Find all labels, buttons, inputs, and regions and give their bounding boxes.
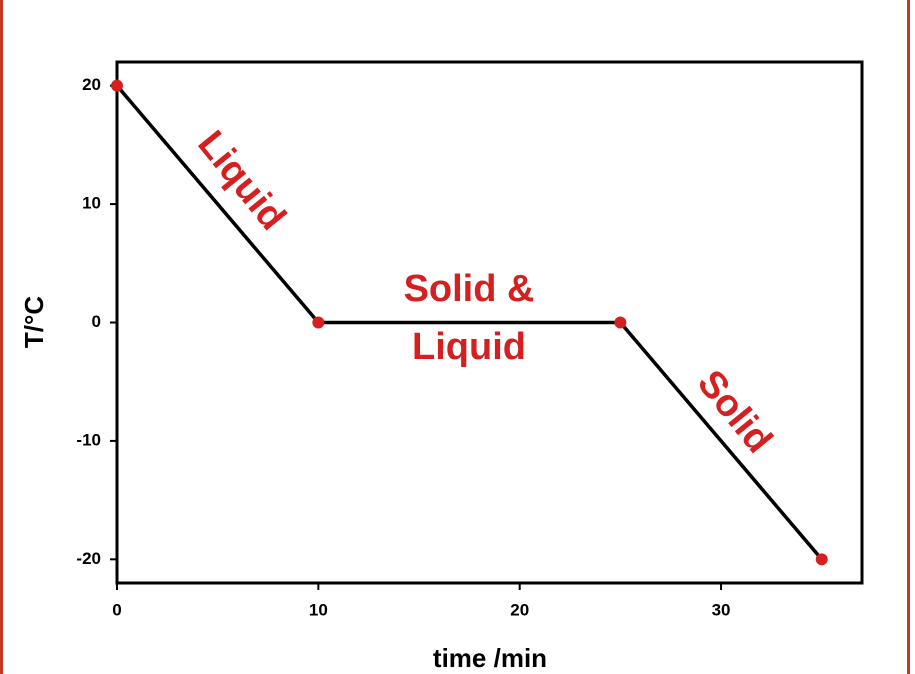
y-tick-label: -10 [76,430,101,449]
y-tick-label: -20 [76,549,101,568]
x-axis-label: time /min [433,643,547,673]
point [614,316,627,329]
annotation-text: Liquid [412,326,526,368]
annotation: Liquid [189,123,293,238]
y-tick-label: 10 [82,194,101,213]
x-tick-label: 20 [510,600,529,619]
annotation-text: Solid [689,362,780,461]
x-tick-label: 30 [712,600,731,619]
x-tick-label: 0 [112,600,121,619]
line [115,84,824,561]
point [815,553,828,566]
annotation-text: Liquid [189,123,293,238]
x-tick-label: 10 [309,600,328,619]
annotation: Solid [689,362,780,461]
y-tick-label: 0 [92,312,101,331]
annotation: Solid & Liquid [404,268,535,368]
y-axis-label: T/°C [19,296,49,349]
annotation-text: Solid & [404,268,535,310]
point [312,316,325,329]
y-tick-label: 20 [82,75,101,94]
point [111,79,123,92]
